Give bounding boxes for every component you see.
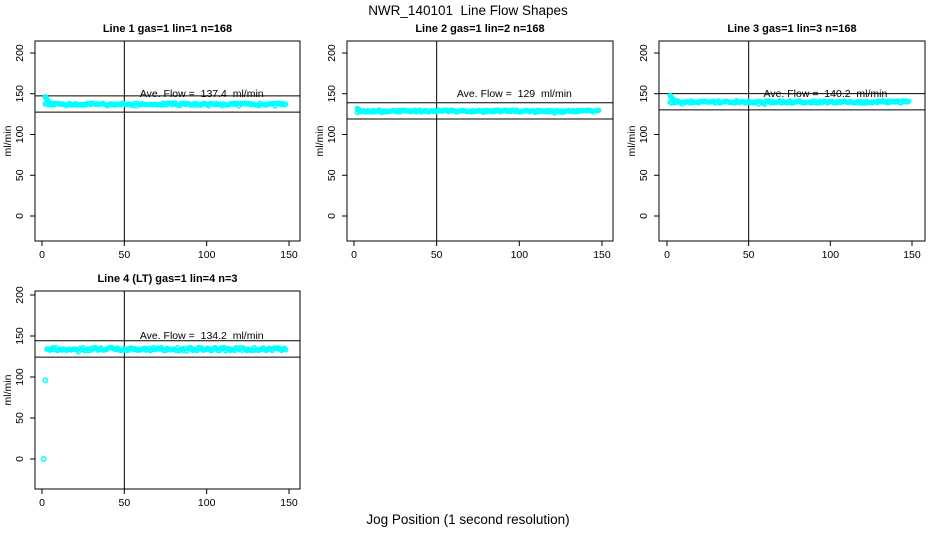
y-axis-unit-label: ml/min <box>2 125 14 156</box>
data-points <box>40 344 289 462</box>
x-tick-label: 150 <box>280 249 298 261</box>
x-tick-label: 150 <box>280 497 298 509</box>
data-point <box>595 107 602 114</box>
ave-flow-annotation: Ave. Flow = 140.2 ml/min <box>764 88 888 100</box>
panel-box <box>346 40 614 242</box>
y-tick-label: 50 <box>14 412 26 424</box>
y-tick-label: 100 <box>326 126 338 144</box>
y-tick-label: 150 <box>14 327 26 345</box>
panel-box <box>34 290 301 490</box>
data-points <box>42 94 289 109</box>
panel-title: Line 3 gas=1 lin=3 n=168 <box>727 23 856 35</box>
x-tick-label: 50 <box>743 249 755 261</box>
y-tick-label: 100 <box>14 368 26 386</box>
y-tick-label: 200 <box>14 44 26 62</box>
data-point <box>905 98 912 104</box>
axes: 0 50 100 150 200 0 50 100 150 ml/min <box>2 286 298 509</box>
y-tick-label: 50 <box>638 169 650 181</box>
y-axis-unit-label: ml/min <box>2 374 14 405</box>
y-tick-label: 150 <box>638 85 650 103</box>
axes: 0 50 100 150 200 0 50 100 150 ml/min <box>314 44 611 261</box>
x-tick-label: 100 <box>198 249 216 261</box>
data-points <box>667 92 912 107</box>
y-axis-unit-label: ml/min <box>626 125 638 156</box>
panel-box <box>34 40 301 242</box>
x-tick-label: 0 <box>664 249 670 261</box>
x-tick-label: 50 <box>118 497 130 509</box>
x-tick-label: 150 <box>903 249 921 261</box>
y-tick-label: 0 <box>14 456 26 462</box>
outlier-point <box>40 456 47 462</box>
y-tick-label: 0 <box>638 213 650 219</box>
data-point <box>282 101 289 107</box>
panel-line-2: 0 50 100 150 200 0 50 100 150 ml/min Line 2 gas=1 … <box>314 23 614 261</box>
x-tick-label: 0 <box>39 249 45 261</box>
y-tick-label: 0 <box>326 213 338 219</box>
y-tick-label: 50 <box>326 169 338 181</box>
x-tick-label: 0 <box>39 497 45 509</box>
y-tick-label: 100 <box>638 126 650 144</box>
y-tick-label: 150 <box>14 85 26 103</box>
y-axis-unit-label: ml/min <box>314 125 326 156</box>
ave-flow-annotation: Ave. Flow = 137.4 ml/min <box>140 88 264 100</box>
panel-line-4: 0 50 100 150 200 0 50 100 150 ml/min Line 4 (LT) g… <box>2 273 301 509</box>
y-tick-label: 200 <box>14 286 26 304</box>
y-tick-label: 50 <box>14 169 26 181</box>
x-tick-label: 100 <box>198 497 216 509</box>
outlier-point <box>42 377 49 384</box>
panel-box <box>658 40 926 242</box>
panel-title: Line 4 (LT) gas=1 lin=4 n=3 <box>97 273 237 285</box>
x-tick-label: 100 <box>511 249 529 261</box>
figure-title: NWR_140101 Line Flow Shapes <box>368 3 568 18</box>
x-tick-label: 100 <box>822 249 840 261</box>
y-tick-label: 0 <box>14 213 26 219</box>
panel-line-3: 0 50 100 150 200 0 50 100 150 ml/min Line 3 gas=1 … <box>626 23 926 261</box>
x-tick-label: 0 <box>351 249 357 261</box>
x-tick-label: 50 <box>118 249 130 261</box>
ave-flow-annotation: Ave. Flow = 134.2 ml/min <box>140 330 264 342</box>
panel-title: Line 1 gas=1 lin=1 n=168 <box>103 23 232 35</box>
y-tick-label: 200 <box>638 44 650 62</box>
axes: 0 50 100 150 200 0 50 100 150 ml/min <box>626 44 921 261</box>
y-tick-label: 200 <box>326 44 338 62</box>
panel-title: Line 2 gas=1 lin=2 n=168 <box>415 23 544 35</box>
axes: 0 50 100 150 200 0 50 100 150 ml/min <box>2 44 298 261</box>
x-tick-label: 50 <box>431 249 443 261</box>
data-points <box>354 105 602 116</box>
y-tick-label: 150 <box>326 85 338 103</box>
ave-flow-annotation: Ave. Flow = 129 ml/min <box>457 88 572 100</box>
x-tick-label: 150 <box>593 249 611 261</box>
figure-x-axis-label: Jog Position (1 second resolution) <box>366 512 570 527</box>
data-point <box>282 347 289 353</box>
panel-line-1: 0 50 100 150 200 0 50 100 150 ml/min Line 1 gas=1 … <box>2 23 301 261</box>
y-tick-label: 100 <box>14 126 26 144</box>
